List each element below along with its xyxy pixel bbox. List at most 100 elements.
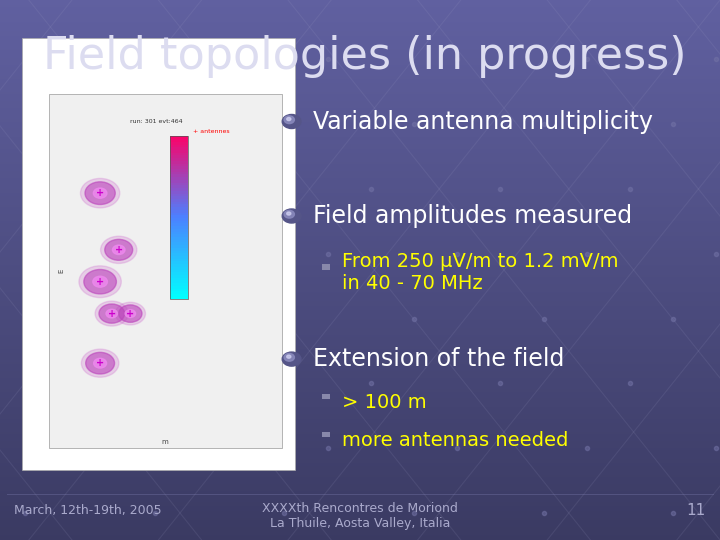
Bar: [0, 486, 720, 488]
Bar: [170, 198, 189, 201]
Bar: [0, 517, 720, 518]
Bar: [0, 522, 720, 524]
Bar: [0, 140, 720, 142]
Bar: [0, 405, 720, 407]
Text: +: +: [114, 245, 123, 255]
Bar: [0, 443, 720, 444]
Bar: [170, 166, 189, 169]
Bar: [0, 400, 720, 401]
Bar: [0, 106, 720, 108]
Bar: [0, 234, 720, 236]
Bar: [0, 74, 720, 76]
Bar: [0, 329, 720, 331]
Bar: [0, 124, 720, 126]
Bar: [0, 42, 720, 43]
Bar: [0, 471, 720, 474]
Bar: [0, 535, 720, 536]
Bar: [0, 189, 720, 191]
Bar: [0, 69, 720, 70]
Bar: [170, 239, 189, 242]
Circle shape: [99, 304, 125, 323]
Circle shape: [282, 209, 301, 223]
Bar: [0, 27, 720, 29]
Bar: [0, 524, 720, 525]
Bar: [0, 454, 720, 455]
Bar: [0, 340, 720, 342]
Bar: [0, 403, 720, 405]
Bar: [0, 56, 720, 58]
Bar: [170, 266, 189, 269]
Bar: [0, 367, 720, 369]
Bar: [0, 45, 720, 47]
Text: + antennes: + antennes: [193, 130, 230, 134]
Bar: [0, 302, 720, 304]
Bar: [0, 457, 720, 459]
Bar: [0, 83, 720, 85]
Bar: [170, 250, 189, 253]
Bar: [0, 282, 720, 285]
Bar: [0, 110, 720, 112]
Bar: [0, 20, 720, 22]
Bar: [0, 528, 720, 529]
Bar: [0, 239, 720, 241]
Bar: [0, 247, 720, 248]
Bar: [170, 223, 189, 226]
Bar: [170, 193, 189, 196]
Bar: [0, 421, 720, 423]
Bar: [0, 128, 720, 130]
Bar: [0, 248, 720, 250]
Bar: [0, 200, 720, 201]
Circle shape: [287, 212, 291, 215]
FancyBboxPatch shape: [49, 94, 282, 448]
Bar: [0, 270, 720, 272]
Text: more antennas needed: more antennas needed: [342, 430, 568, 450]
Circle shape: [119, 305, 142, 322]
Bar: [170, 280, 189, 283]
Bar: [0, 495, 720, 497]
Bar: [0, 204, 720, 205]
Bar: [0, 396, 720, 398]
Bar: [0, 231, 720, 232]
Bar: [0, 290, 720, 292]
Bar: [0, 285, 720, 286]
Text: +: +: [126, 308, 135, 319]
Bar: [0, 382, 720, 383]
Bar: [0, 193, 720, 194]
Bar: [0, 250, 720, 252]
Bar: [0, 497, 720, 498]
Bar: [0, 387, 720, 389]
Bar: [170, 163, 189, 166]
Bar: [0, 174, 720, 177]
Text: +: +: [96, 276, 104, 287]
Bar: [0, 339, 720, 340]
Bar: [0, 108, 720, 110]
Bar: [0, 319, 720, 320]
Bar: [0, 378, 720, 380]
Bar: [0, 120, 720, 123]
Bar: [170, 293, 189, 296]
Text: E: E: [58, 269, 64, 273]
Bar: [0, 119, 720, 120]
Bar: [0, 266, 720, 268]
Bar: [0, 66, 720, 69]
Bar: [0, 427, 720, 428]
Bar: [0, 178, 720, 180]
Bar: [0, 461, 720, 463]
Bar: [0, 112, 720, 113]
Bar: [170, 144, 189, 147]
Bar: [0, 502, 720, 504]
Bar: [0, 430, 720, 432]
Bar: [0, 155, 720, 157]
Bar: [0, 317, 720, 319]
Bar: [0, 333, 720, 335]
Bar: [0, 228, 720, 231]
Text: Field topologies (in progress): Field topologies (in progress): [43, 35, 687, 78]
Bar: [0, 115, 720, 117]
Text: Extension of the field: Extension of the field: [313, 347, 564, 371]
Bar: [0, 511, 720, 513]
Circle shape: [282, 114, 301, 129]
Bar: [0, 12, 720, 15]
Bar: [0, 139, 720, 140]
Bar: [0, 525, 720, 528]
Bar: [0, 99, 720, 101]
